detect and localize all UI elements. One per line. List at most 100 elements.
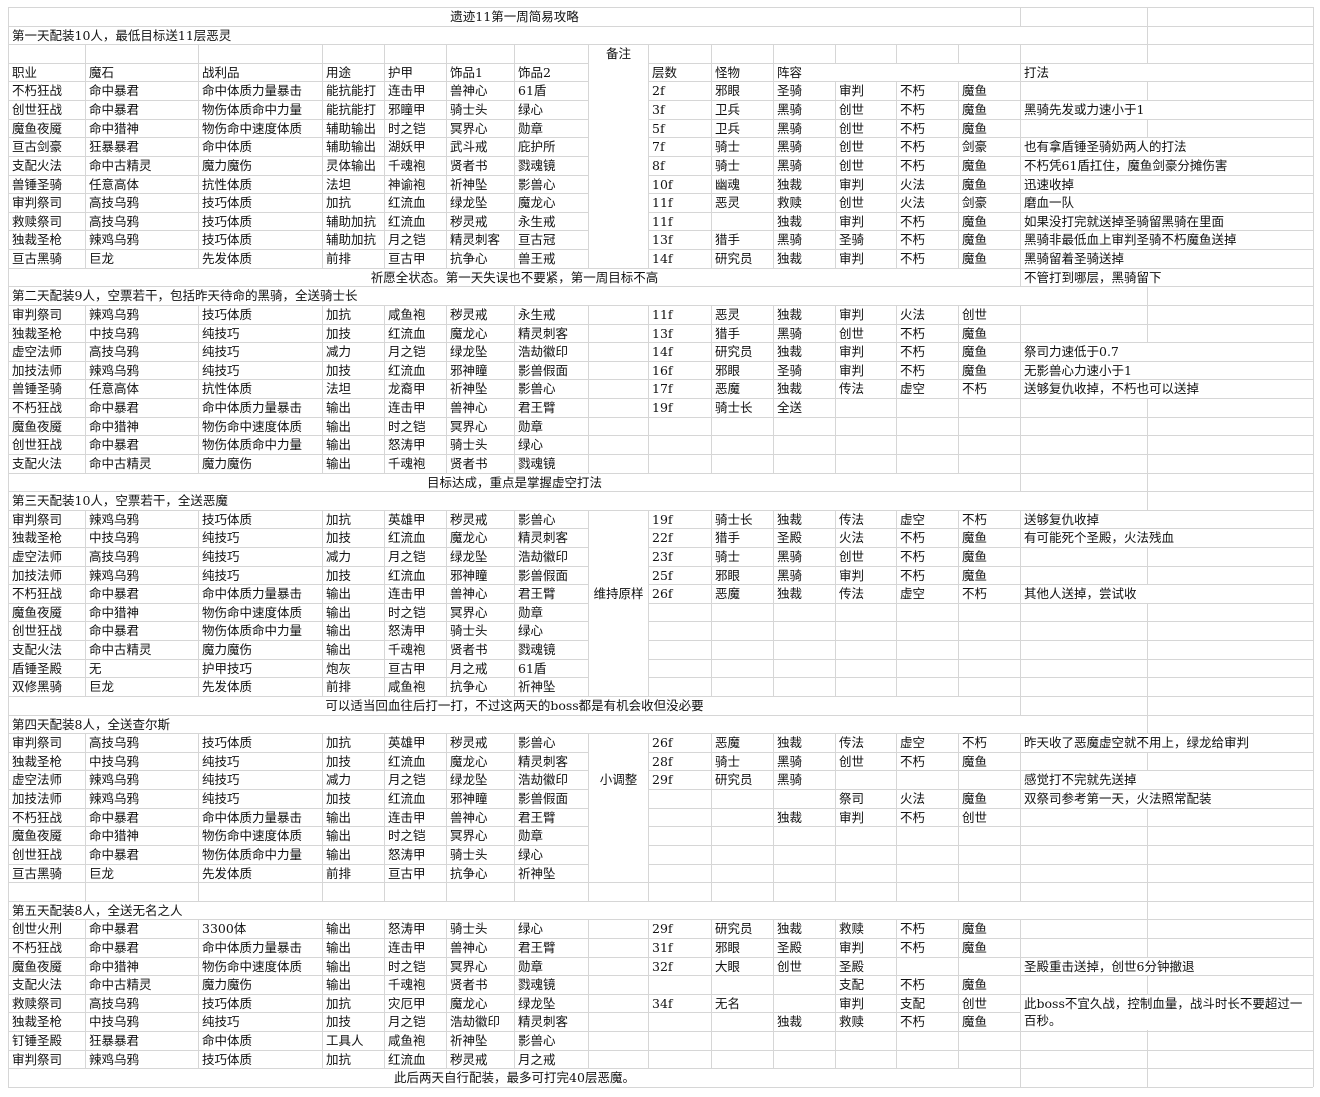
monster-cell: 大眼: [715, 958, 741, 974]
build-cell: 命中暴君: [89, 809, 140, 825]
grid-row-line: [8, 435, 1313, 437]
tactic-cell: 黑骑非最低血上审判圣骑不朽魔鱼送掉: [1021, 231, 1313, 250]
lineup-cell: 黑骑: [777, 772, 803, 788]
grid-col-line: [198, 7, 199, 1087]
lineup-cell: 创世: [839, 753, 865, 769]
lineup-cell: 审判: [839, 251, 865, 267]
monster-cell: 幽魂: [715, 176, 741, 192]
build-cell: 红流血: [388, 362, 426, 378]
lineup-cell: 不朽: [900, 548, 926, 564]
lineup-cell: 审判: [839, 213, 865, 229]
lineup-cell: 祭司: [839, 791, 865, 807]
grid-row-line: [8, 938, 1313, 939]
build-cell: 命中古精灵: [89, 977, 152, 993]
build-cell: 浩劫徽印: [518, 772, 569, 788]
day-footer: 可以适当回血往后打一打，不过这两天的boss都是有机会收但没必要: [9, 696, 1020, 715]
build-cell: 加技: [326, 530, 352, 546]
build-cell: 先发体质: [202, 679, 253, 695]
grid-row-line: [8, 118, 1313, 120]
lineup-cell: 不朽: [900, 325, 926, 341]
monster-cell: 邪眼: [715, 567, 741, 583]
grid-row-line: [8, 267, 1313, 269]
build-cell: 抗性体质: [202, 381, 253, 397]
grid-row-line: [8, 25, 1313, 27]
grid-row-line: [8, 789, 1313, 791]
grid-row-line: [8, 155, 1313, 157]
lineup-cell: 剑豪: [962, 139, 988, 155]
build-cell: 加技法师: [12, 791, 63, 807]
build-cell: 武斗戒: [450, 139, 488, 155]
build-cell: 命中体质: [202, 139, 253, 155]
lineup-cell: 独裁: [777, 306, 803, 322]
build-cell: 虚空法师: [12, 772, 63, 788]
build-cell: 抗争心: [450, 251, 488, 267]
build-cell: 纯技巧: [202, 530, 240, 546]
build-cell: 浩劫徽印: [518, 344, 569, 360]
grid-row-line: [8, 733, 1313, 735]
lineup-cell: 虚空: [900, 735, 926, 751]
lineup-cell: 审判: [839, 176, 865, 192]
grid-row-line: [8, 62, 1313, 64]
grid-col-line: [648, 7, 649, 1087]
grid-row-line: [8, 826, 1313, 828]
build-cell: 千魂袍: [388, 977, 426, 993]
lineup-cell: 黑骑: [777, 157, 803, 173]
build-cell: 任意高体: [89, 381, 140, 397]
column-header: 层数: [652, 64, 678, 80]
floor-cell: 19f: [652, 511, 673, 527]
lineup-cell: 黑骑: [777, 102, 803, 118]
build-cell: 影兽假面: [518, 567, 569, 583]
build-cell: 高技乌鸦: [89, 344, 140, 360]
build-cell: 冥界心: [450, 828, 488, 844]
monster-cell: 卫兵: [715, 120, 741, 136]
build-cell: 输出: [326, 455, 352, 471]
build-cell: 命中猎神: [89, 120, 140, 136]
build-cell: 高技乌鸦: [89, 735, 140, 751]
build-cell: 加技: [326, 325, 352, 341]
build-cell: 法坦: [326, 176, 352, 192]
column-header: 职业: [12, 64, 38, 80]
grid-col-line: [446, 7, 447, 1087]
monster-cell: 骑士: [715, 157, 741, 173]
build-cell: 巨龙: [89, 865, 115, 881]
build-cell: 骑士头: [450, 102, 488, 118]
build-cell: 秽灵戒: [450, 306, 488, 322]
lineup-cell: 不朽: [900, 362, 926, 378]
lineup-cell: 不朽: [900, 567, 926, 583]
build-cell: 能抗能打: [326, 102, 377, 118]
lineup-cell: 审判: [839, 344, 865, 360]
build-cell: 独裁圣枪: [12, 530, 63, 546]
build-cell: 创世狂战: [12, 623, 63, 639]
grid-row-line: [8, 230, 1313, 232]
build-cell: 辣鸡乌鸦: [89, 511, 140, 527]
lineup-cell: 独裁: [777, 381, 803, 397]
day-footer: 祈愿全状态。第一天失误也不要紧，第一周目标不高: [9, 268, 1020, 287]
tactic-cell: 黑骑先发或力速小于1: [1021, 101, 1313, 119]
build-cell: 怒涛甲: [388, 437, 426, 453]
lineup-cell: 圣殿: [777, 530, 803, 546]
build-cell: 时之铠: [388, 828, 426, 844]
build-cell: 独裁圣枪: [12, 325, 63, 341]
grid-row-line: [8, 863, 1313, 865]
build-cell: 咸鱼袍: [388, 306, 426, 322]
build-cell: 输出: [326, 623, 352, 639]
build-cell: 魔鱼夜魇: [12, 120, 63, 136]
monster-cell: 恶灵: [715, 195, 741, 211]
grid-row-line: [8, 546, 1313, 548]
build-cell: 加抗: [326, 195, 352, 211]
lineup-cell: 传法: [839, 586, 865, 602]
note-cell: 维持原样: [593, 586, 644, 602]
tactic-cell: 有可能死个圣殿，火法残血: [1021, 529, 1313, 547]
build-cell: 灵体输出: [326, 157, 377, 173]
lineup-cell: 独裁: [777, 176, 803, 192]
lineup-cell: 不朽: [900, 753, 926, 769]
build-cell: 影兽心: [518, 1033, 556, 1049]
build-cell: 魔龙心: [450, 325, 488, 341]
build-cell: 永生戒: [518, 306, 556, 322]
lineup-cell: 审判: [839, 940, 865, 955]
build-cell: 贤者书: [450, 455, 488, 471]
lineup-cell: 魔鱼: [962, 791, 988, 807]
build-cell: 加技: [326, 362, 352, 378]
lineup-cell: 审判: [839, 567, 865, 583]
build-cell: 千魂袍: [388, 642, 426, 658]
